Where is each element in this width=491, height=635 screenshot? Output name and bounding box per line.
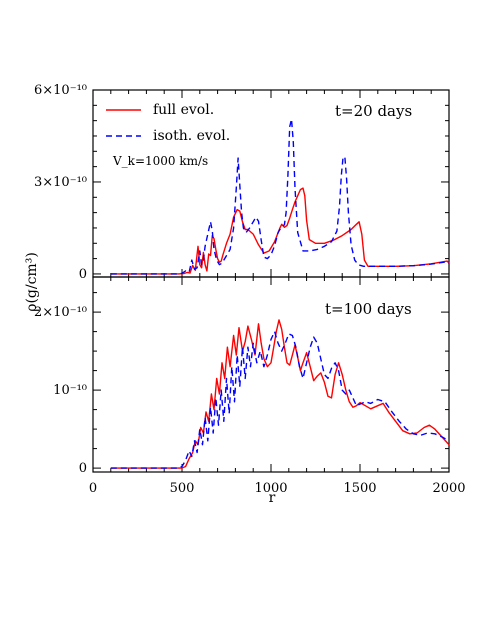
legend: full evol. isoth. evol. [106, 102, 230, 144]
top-y-tick-labels: 6×10⁻¹⁰ 3×10⁻¹⁰ 0 [34, 83, 87, 282]
y-axis-label: ρ(g/cm³) [24, 252, 40, 312]
y-tick-label: 6×10⁻¹⁰ [34, 83, 87, 98]
series-line-full-evol-bottom [110, 319, 450, 469]
x-tick-label: 1500 [343, 481, 376, 496]
y-tick-label: 0 [79, 461, 87, 476]
y-tick-label: 3×10⁻¹⁰ [34, 175, 87, 190]
top-ticks [92, 89, 450, 277]
y-tick-label: 10⁻¹⁰ [53, 383, 87, 398]
x-tick-label: 500 [170, 481, 195, 496]
y-tick-label: 0 [79, 267, 87, 282]
bottom-curves [110, 319, 450, 469]
x-tick-labels: 0 500 1000 1500 2000 [89, 481, 466, 496]
series-line-isoth-evol-top [110, 118, 450, 275]
x-axis-label: r [269, 490, 276, 506]
x-tick-label: 1000 [254, 481, 287, 496]
legend-full-evol-label: full evol. [153, 102, 214, 118]
bottom-panel-annotation: t=100 days [325, 300, 412, 318]
legend-isoth-evol-label: isoth. evol. [153, 128, 230, 144]
y-tick-label: 2×10⁻¹⁰ [34, 305, 87, 320]
x-tick-label: 2000 [432, 481, 465, 496]
bottom-panel: 2×10⁻¹⁰ 10⁻¹⁰ 0 0 500 1000 1500 2000 t=100 day… [34, 276, 466, 506]
bottom-y-tick-labels: 2×10⁻¹⁰ 10⁻¹⁰ 0 [34, 305, 87, 476]
top-panel: 6×10⁻¹⁰3×10⁻¹⁰0 t=20 days V_k=1000 km/s … [34, 83, 450, 282]
vk-annotation: V_k=1000 km/s [112, 154, 208, 168]
top-panel-annotation: t=20 days [335, 102, 412, 120]
x-tick-label: 0 [89, 481, 97, 496]
top-curves [110, 118, 450, 275]
series-line-isoth-evol-bottom [110, 330, 450, 469]
series-line-full-evol-top [110, 187, 450, 275]
